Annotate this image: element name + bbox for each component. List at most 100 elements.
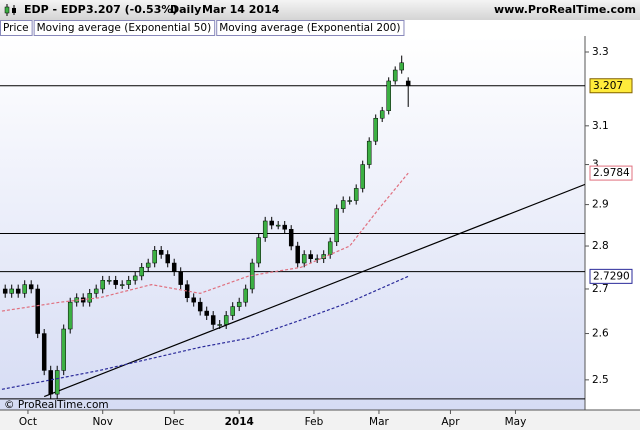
candle-body xyxy=(87,293,92,303)
trend-line xyxy=(43,183,585,398)
candle-body xyxy=(35,288,40,334)
candle-body xyxy=(191,297,196,303)
candle-body xyxy=(243,288,248,303)
candle-body xyxy=(223,315,229,325)
candle-body xyxy=(217,324,222,326)
period: Daily xyxy=(170,3,201,16)
candle-body xyxy=(373,117,378,142)
price-badge xyxy=(589,78,633,94)
candle-body xyxy=(230,306,235,316)
candle-body xyxy=(54,370,60,395)
source: www.ProRealTime.com xyxy=(494,3,636,16)
candle-body xyxy=(119,284,125,286)
legend-entry: Price xyxy=(3,22,29,34)
candle-body xyxy=(210,315,216,325)
candle-body xyxy=(204,310,209,316)
y-tick-label: 2.7 xyxy=(592,283,609,295)
y-tick-label: 2.8 xyxy=(592,240,609,252)
x-axis-area xyxy=(0,410,640,430)
price-badge-label: 3.207 xyxy=(593,80,623,92)
quote: 3.207 (-0.53%) xyxy=(86,3,177,16)
legend-box xyxy=(0,20,33,36)
y-tick-label: 2.9 xyxy=(592,199,609,211)
candle-body xyxy=(113,280,118,285)
candle-body xyxy=(171,262,177,272)
candle-body xyxy=(145,262,151,268)
x-tick-label: Dec xyxy=(164,416,185,428)
app-icon xyxy=(4,4,16,16)
x-tick-label: Nov xyxy=(92,416,113,428)
candle-body xyxy=(282,224,287,230)
candle-body xyxy=(366,140,372,165)
x-tick-label: Feb xyxy=(305,416,324,428)
candle-body xyxy=(106,280,112,282)
candle-body xyxy=(132,275,138,281)
candle-body xyxy=(360,164,365,189)
y-tick-label: 3 xyxy=(592,159,599,171)
candle-body xyxy=(93,288,99,294)
legend-entry: Moving average (Exponential 50) xyxy=(37,22,212,34)
candle-body xyxy=(321,254,326,259)
candle-body xyxy=(9,288,14,294)
candle-body xyxy=(126,280,131,285)
candle-body xyxy=(334,208,339,243)
candle-body xyxy=(262,220,268,238)
candle-body xyxy=(100,280,105,290)
legend-entry: Moving average (Exponential 200) xyxy=(219,22,400,34)
y-tick-label: 3.1 xyxy=(592,120,609,132)
candle-body xyxy=(347,200,352,202)
candle-body xyxy=(379,110,385,119)
candle-body xyxy=(158,250,164,255)
candle-body xyxy=(405,80,411,87)
candle-body xyxy=(41,333,47,371)
legend-box xyxy=(216,20,405,36)
price-badge xyxy=(589,268,633,284)
candle-body xyxy=(28,284,34,290)
x-tick-label: 2014 xyxy=(225,416,254,428)
legend-bar xyxy=(0,20,640,36)
candle-body xyxy=(178,271,183,285)
price-badge-label: 2.9784 xyxy=(593,167,630,179)
candle-body xyxy=(236,301,242,307)
candle-body xyxy=(67,301,73,330)
x-tick-label: Mar xyxy=(369,416,389,428)
candle-body xyxy=(288,229,294,247)
ma-line xyxy=(1,172,409,312)
candle-body xyxy=(22,284,27,294)
price-badge-label: 2.7290 xyxy=(593,270,630,282)
candle-body xyxy=(392,69,398,82)
candle-body xyxy=(353,188,359,201)
x-tick-label: May xyxy=(505,416,527,428)
price-badge xyxy=(589,165,633,181)
watermark: © ProRealTime.com xyxy=(4,399,109,411)
date: Mar 14 2014 xyxy=(202,3,280,16)
y-tick-label: 3.3 xyxy=(592,46,609,58)
y-axis-area xyxy=(585,36,640,410)
x-tick-label: Apr xyxy=(441,416,460,428)
ma-line xyxy=(1,275,409,390)
candle-body xyxy=(340,200,346,209)
candle-body xyxy=(386,80,391,111)
candle-body xyxy=(2,288,8,294)
candle-body xyxy=(15,288,21,294)
candle-body xyxy=(295,245,300,264)
candle-body xyxy=(327,241,333,255)
candle-body xyxy=(165,254,170,264)
x-tick-label: Oct xyxy=(19,416,37,428)
header-bar xyxy=(0,0,640,20)
candle-body xyxy=(269,220,274,226)
candle-body xyxy=(275,224,281,227)
candle-body xyxy=(197,301,203,312)
candle-body xyxy=(301,254,307,264)
y-tick-label: 2.5 xyxy=(592,374,609,386)
title: EDP - EDP xyxy=(24,3,86,16)
candle-body xyxy=(249,262,255,290)
candle-body xyxy=(48,370,53,395)
candle-body xyxy=(399,62,404,71)
candle-body xyxy=(152,250,157,264)
plot-area xyxy=(0,36,585,410)
candle-body xyxy=(61,328,66,371)
legend-box xyxy=(33,20,216,36)
candle-body xyxy=(139,267,144,277)
